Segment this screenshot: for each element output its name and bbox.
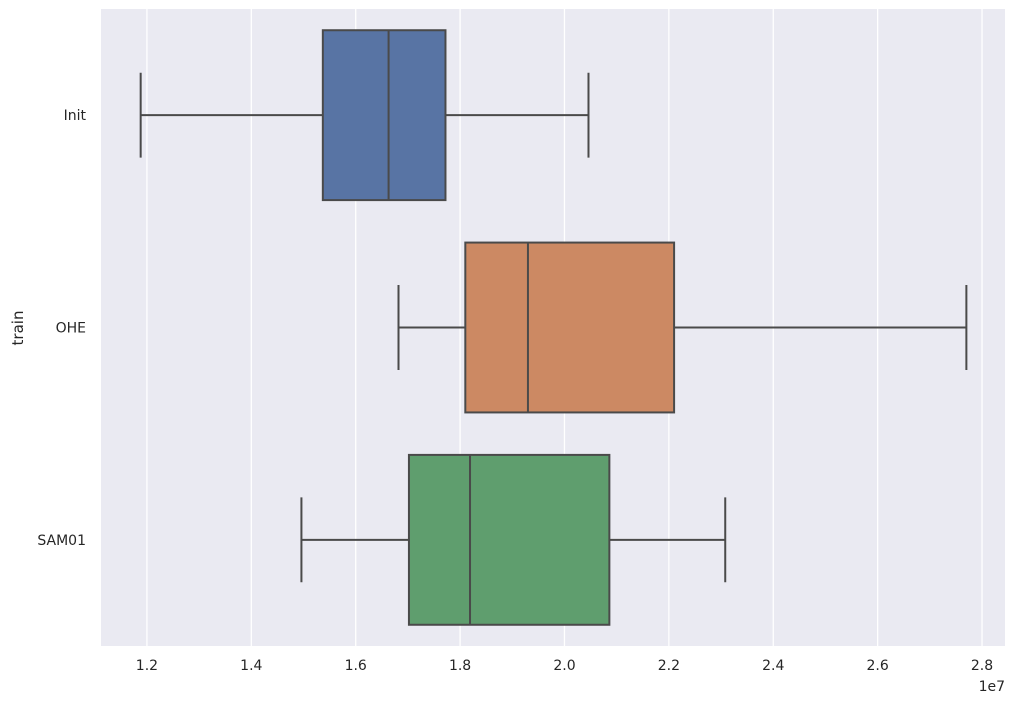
x-tick-label: 2.0 <box>553 658 575 674</box>
box-ohe <box>397 241 968 414</box>
box-series <box>139 29 968 626</box>
y-tick-label: OHE <box>56 321 86 337</box>
x-tick-label: 1.6 <box>345 658 367 674</box>
x-axis-ticks: 1.2 1.4 1.6 1.8 2.0 2.2 2.4 2.6 2.8 <box>136 658 993 674</box>
y-axis-ticks: Init OHE SAM01 <box>37 108 86 549</box>
iqr-box <box>407 453 611 626</box>
x-tick-label: 2.2 <box>658 658 680 674</box>
iqr-box <box>321 29 447 202</box>
y-axis-label: train <box>9 311 27 346</box>
y-tick-label: SAM01 <box>37 533 86 549</box>
box-sam01 <box>300 453 727 626</box>
x-tick-label: 2.4 <box>762 658 784 674</box>
iqr-box <box>464 241 676 414</box>
box-init <box>139 29 590 202</box>
x-tick-label: 1.8 <box>449 658 471 674</box>
x-tick-label: 2.6 <box>867 658 889 674</box>
y-tick-label: Init <box>64 108 87 124</box>
x-tick-label: 2.8 <box>971 658 993 674</box>
x-axis-offset-label: 1e7 <box>979 679 1005 695</box>
x-tick-label: 1.4 <box>240 658 262 674</box>
x-tick-label: 1.2 <box>136 658 158 674</box>
